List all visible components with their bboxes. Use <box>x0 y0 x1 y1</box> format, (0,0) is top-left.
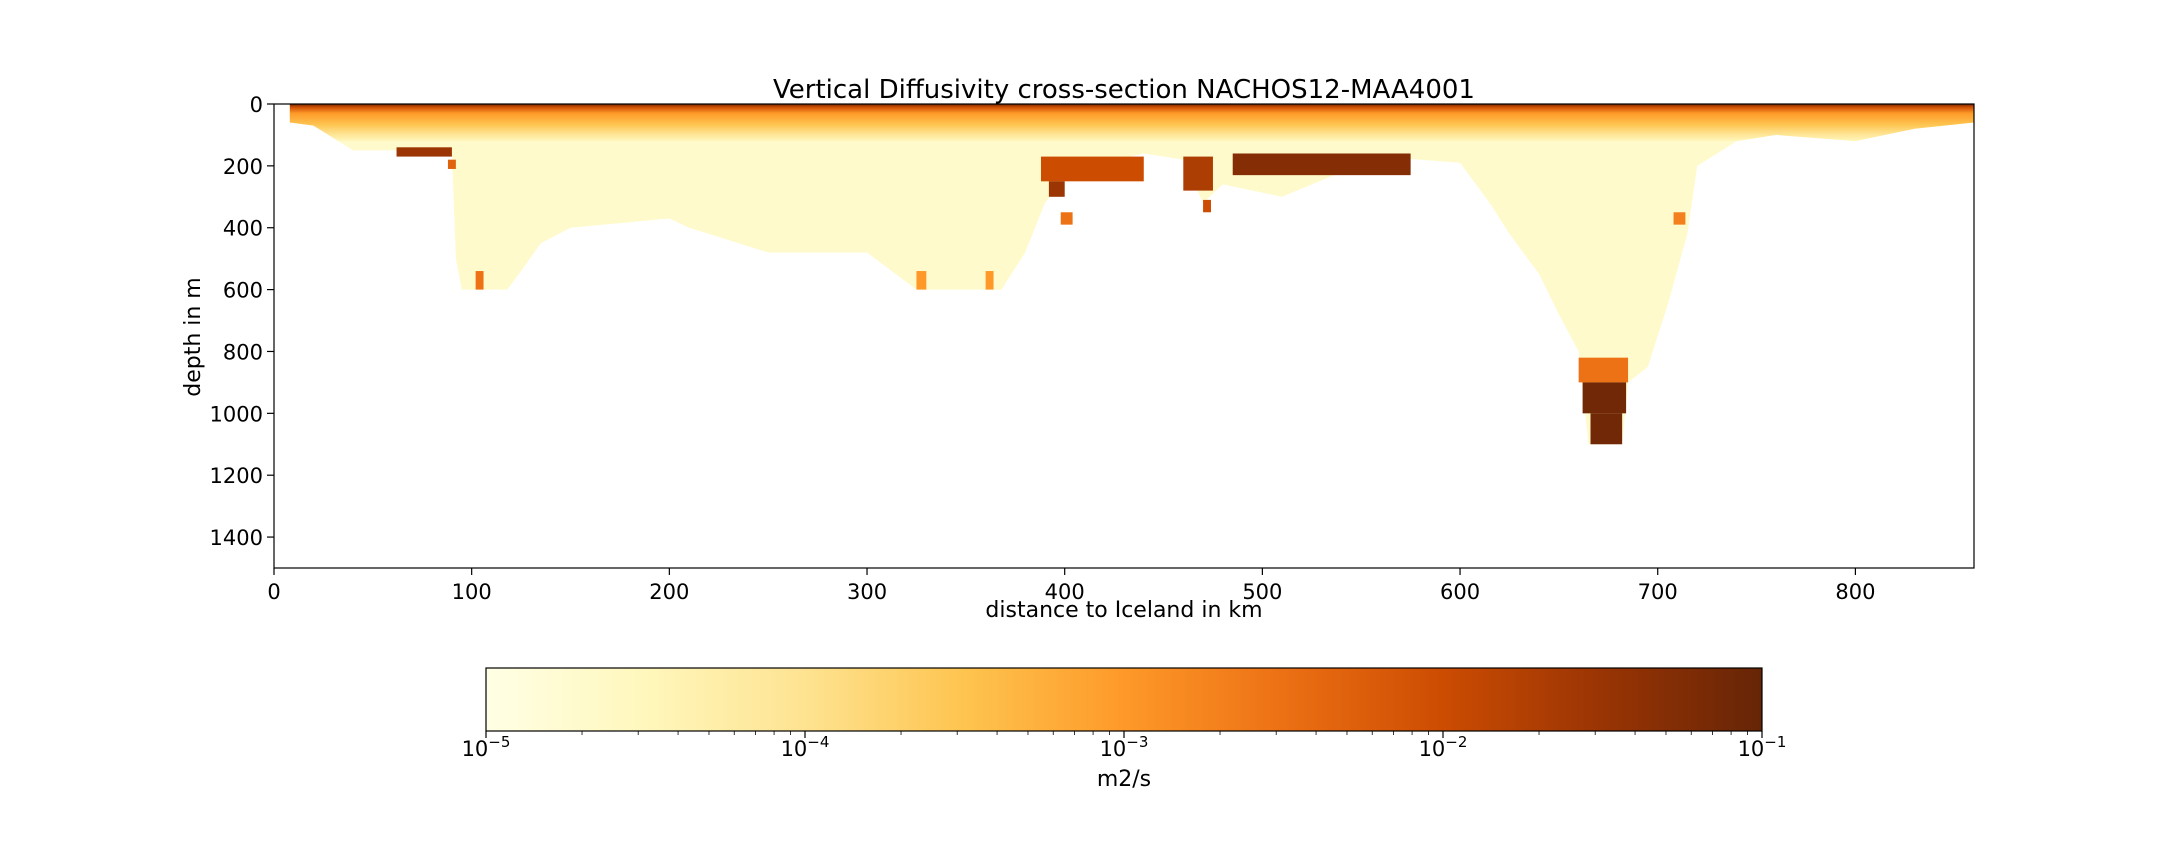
x-tick-label: 100 <box>452 580 492 604</box>
y-tick-label: 1200 <box>210 464 263 488</box>
y-tick-label: 0 <box>250 93 263 117</box>
x-tick-label: 500 <box>1242 580 1282 604</box>
y-tick-label: 400 <box>223 217 263 241</box>
heatmap-cell <box>1582 382 1627 414</box>
x-tick-label: 0 <box>267 580 280 604</box>
surface-mixing-layer <box>289 104 1974 142</box>
plot-frame <box>273 103 1975 569</box>
heatmap-cell <box>985 271 994 290</box>
heatmap-cell <box>1048 181 1065 197</box>
x-tick-label: 800 <box>1835 580 1875 604</box>
heatmap-cell <box>1060 212 1073 225</box>
y-axis-label: depth in m <box>181 277 206 397</box>
heatmap-cell <box>1203 199 1211 213</box>
x-tick-label: 400 <box>1045 580 1085 604</box>
x-tick-label: 300 <box>847 580 887 604</box>
y-tick-label: 1000 <box>210 402 263 426</box>
colorbar-tick-label: 10−4 <box>781 733 830 761</box>
heatmap-cell <box>1183 156 1213 191</box>
x-axis: 0 100 200 300 400 500 600 700 800 <box>267 568 1875 604</box>
heatmap-cell <box>475 271 484 290</box>
high-mixing-patches <box>396 147 1686 445</box>
heatmap-cell <box>1232 153 1411 176</box>
x-axis-label: distance to Iceland in km <box>985 598 1262 623</box>
y-axis: 0 200 400 600 800 1000 1200 1400 <box>210 93 274 550</box>
heatmap-cell <box>1590 413 1623 445</box>
plot-area <box>289 104 1974 445</box>
colorbar-tick-label: 10−5 <box>462 733 511 761</box>
heatmap-cell <box>916 271 927 290</box>
colorbar-tick-label: 10−2 <box>1419 733 1468 761</box>
y-tick-label: 800 <box>223 340 263 364</box>
heatmap-cell <box>1040 156 1144 182</box>
colorbar-label: m2/s <box>1097 767 1151 792</box>
heatmap-cell <box>447 159 456 169</box>
colorbar <box>485 667 1763 732</box>
colorbar-ticks: 10−5 10−4 10−3 10−2 10−1 <box>462 731 1787 761</box>
heatmap-cell <box>1578 357 1629 383</box>
heatmap-cell <box>1673 212 1686 225</box>
heatmap-cell <box>396 147 452 157</box>
y-tick-label: 600 <box>223 279 263 303</box>
x-tick-label: 600 <box>1440 580 1480 604</box>
x-tick-label: 200 <box>649 580 689 604</box>
colorbar-tick-label: 10−3 <box>1100 733 1149 761</box>
x-tick-label: 700 <box>1638 580 1678 604</box>
ocean-interior <box>289 104 1974 445</box>
colorbar-tick-label: 10−1 <box>1738 733 1787 761</box>
y-tick-label: 200 <box>223 155 263 179</box>
chart-title: Vertical Diffusivity cross-section NACHO… <box>773 75 1475 105</box>
y-tick-label: 1400 <box>210 526 263 550</box>
